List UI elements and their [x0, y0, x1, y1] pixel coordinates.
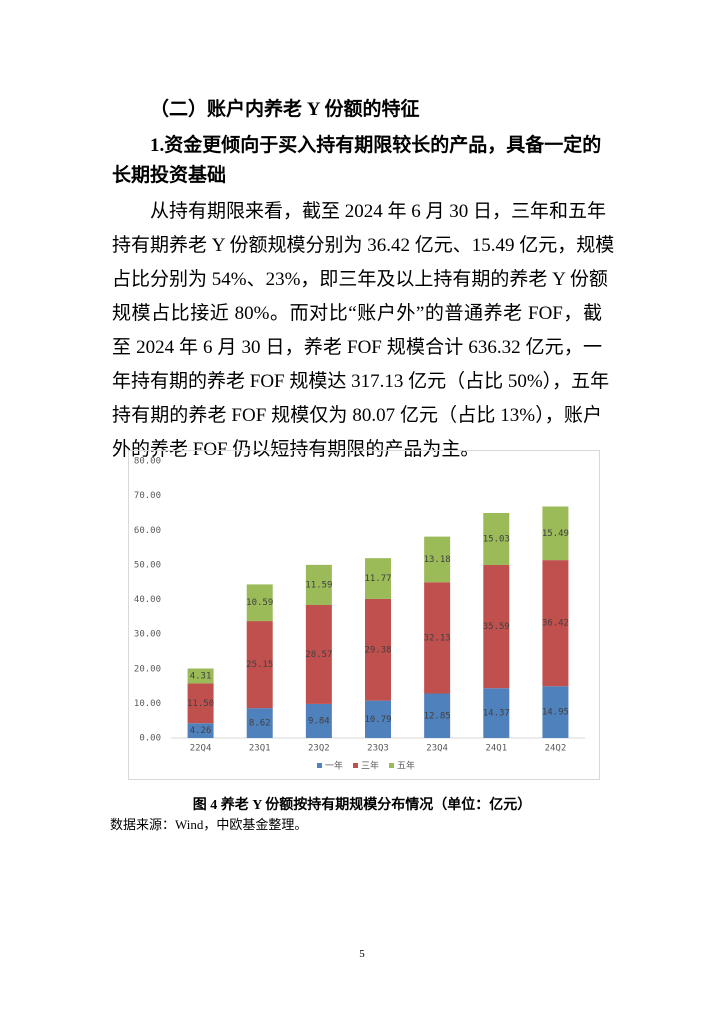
page-number: 5 — [359, 948, 365, 960]
y-tick-label: 20.00 — [134, 664, 161, 674]
data-label: 15.49 — [542, 529, 569, 539]
data-label: 11.59 — [305, 580, 332, 590]
bar-segment — [365, 700, 391, 738]
paragraph-line: 至 2024 年 6 月 30 日，养老 FOF 规模合计 636.32 亿元，… — [112, 337, 602, 358]
bar-segment — [305, 605, 332, 704]
data-label: 11.77 — [364, 574, 391, 584]
paragraph-line: 规模占比接近 80%。而对比“账户外”的普通养老 FOF，截 — [112, 303, 602, 324]
data-label: 9.84 — [308, 716, 330, 726]
legend-swatch — [389, 763, 394, 768]
paragraph-line: 外的养老 FOF 仍以短持有期限的产品为主。 — [112, 439, 480, 460]
bar-segment — [187, 683, 214, 724]
x-tick-label: 23Q1 — [249, 744, 271, 754]
bar-segment — [305, 703, 332, 738]
section-title: （二）账户内养老 Y 份额的特征 — [150, 99, 420, 120]
data-label: 25.15 — [246, 660, 273, 670]
x-tick-label: 23Q4 — [426, 744, 448, 754]
paragraph-line: 年持有期的养老 FOF 规模达 317.13 亿元（占比 50%），五年 — [112, 371, 610, 392]
legend-label: 一年 — [325, 760, 343, 772]
y-tick-label: 0.00 — [139, 734, 161, 744]
bar-segment — [542, 506, 569, 561]
bar-segment — [483, 512, 510, 566]
bar-segment — [246, 584, 273, 622]
data-label: 15.03 — [483, 534, 510, 544]
figure-caption: 图 4 养老 Y 份额按持有期规模分布情况（单位：亿元） — [192, 798, 532, 813]
data-label: 4.31 — [190, 671, 212, 681]
bar-segment — [305, 564, 332, 606]
data-label: 10.79 — [364, 715, 391, 725]
data-label: 10.59 — [246, 598, 273, 608]
x-tick-label: 24Q2 — [545, 744, 567, 754]
source-note: 数据来源：Wind，中欧基金整理。 — [110, 817, 308, 832]
legend-label: 五年 — [397, 760, 415, 772]
bar-segment — [424, 582, 451, 694]
paragraph-line: 持有期养老 Y 份额规模分别为 36.42 亿元、15.49 亿元，规模 — [112, 235, 615, 256]
data-label: 28.57 — [305, 650, 332, 660]
bar-segment — [365, 558, 391, 599]
bar-segment — [483, 565, 510, 689]
bar-segment — [246, 708, 273, 738]
data-label: 36.42 — [542, 619, 569, 629]
x-tick-label: 22Q4 — [190, 744, 212, 754]
y-tick-label: 80.00 — [134, 457, 161, 467]
data-label: 4.26 — [190, 726, 212, 736]
chart: 0.00 10.00 20.00 30.00 40.00 50.00 60.00 70.00 8… — [128, 450, 600, 780]
bar-segment — [542, 686, 569, 738]
y-tick-label: 40.00 — [134, 595, 161, 605]
bar-segment — [424, 536, 451, 583]
bar-segment — [246, 621, 273, 709]
data-label: 8.62 — [249, 719, 271, 729]
legend-label: 三年 — [361, 760, 379, 772]
y-tick-label: 70.00 — [134, 491, 161, 501]
y-tick-label: 30.00 — [134, 630, 161, 640]
paragraph-line: 从持有期限来看，截至 2024 年 6 月 30 日，三年和五年 — [150, 201, 607, 222]
x-tick-label: 23Q2 — [308, 744, 330, 754]
data-label: 29.38 — [364, 645, 391, 655]
legend-swatch — [317, 763, 322, 768]
subsection-title: 1.资金更倾向于买入持有期限较长的产品，具备一定的 — [150, 135, 602, 156]
y-tick-label: 60.00 — [134, 526, 161, 536]
y-tick-label: 10.00 — [134, 699, 161, 709]
data-label: 35.59 — [483, 622, 510, 632]
data-label: 14.37 — [483, 709, 510, 719]
data-label: 14.95 — [542, 708, 569, 718]
legend-swatch — [353, 763, 358, 768]
bar-segment — [483, 688, 510, 738]
data-label: 32.13 — [424, 633, 451, 643]
y-tick-label: 50.00 — [134, 560, 161, 570]
data-label: 13.18 — [424, 555, 451, 565]
subsection-title: 长期投资基础 — [112, 165, 227, 186]
data-label: 12.85 — [424, 711, 451, 721]
data-label: 11.50 — [187, 699, 214, 709]
bar-segment — [187, 668, 214, 684]
bar-segment — [424, 693, 451, 738]
bar-segment — [365, 598, 391, 701]
paragraph-line: 占比分别为 54%、23%，即三年及以上持有期的养老 Y 份额 — [112, 269, 608, 290]
x-tick-label: 24Q1 — [485, 744, 507, 754]
bar-segment — [187, 723, 214, 738]
x-tick-label: 23Q3 — [367, 744, 389, 754]
paragraph-line: 持有期的养老 FOF 规模仅为 80.07 亿元（占比 13%），账户 — [112, 405, 602, 426]
bar-segment — [542, 560, 569, 687]
